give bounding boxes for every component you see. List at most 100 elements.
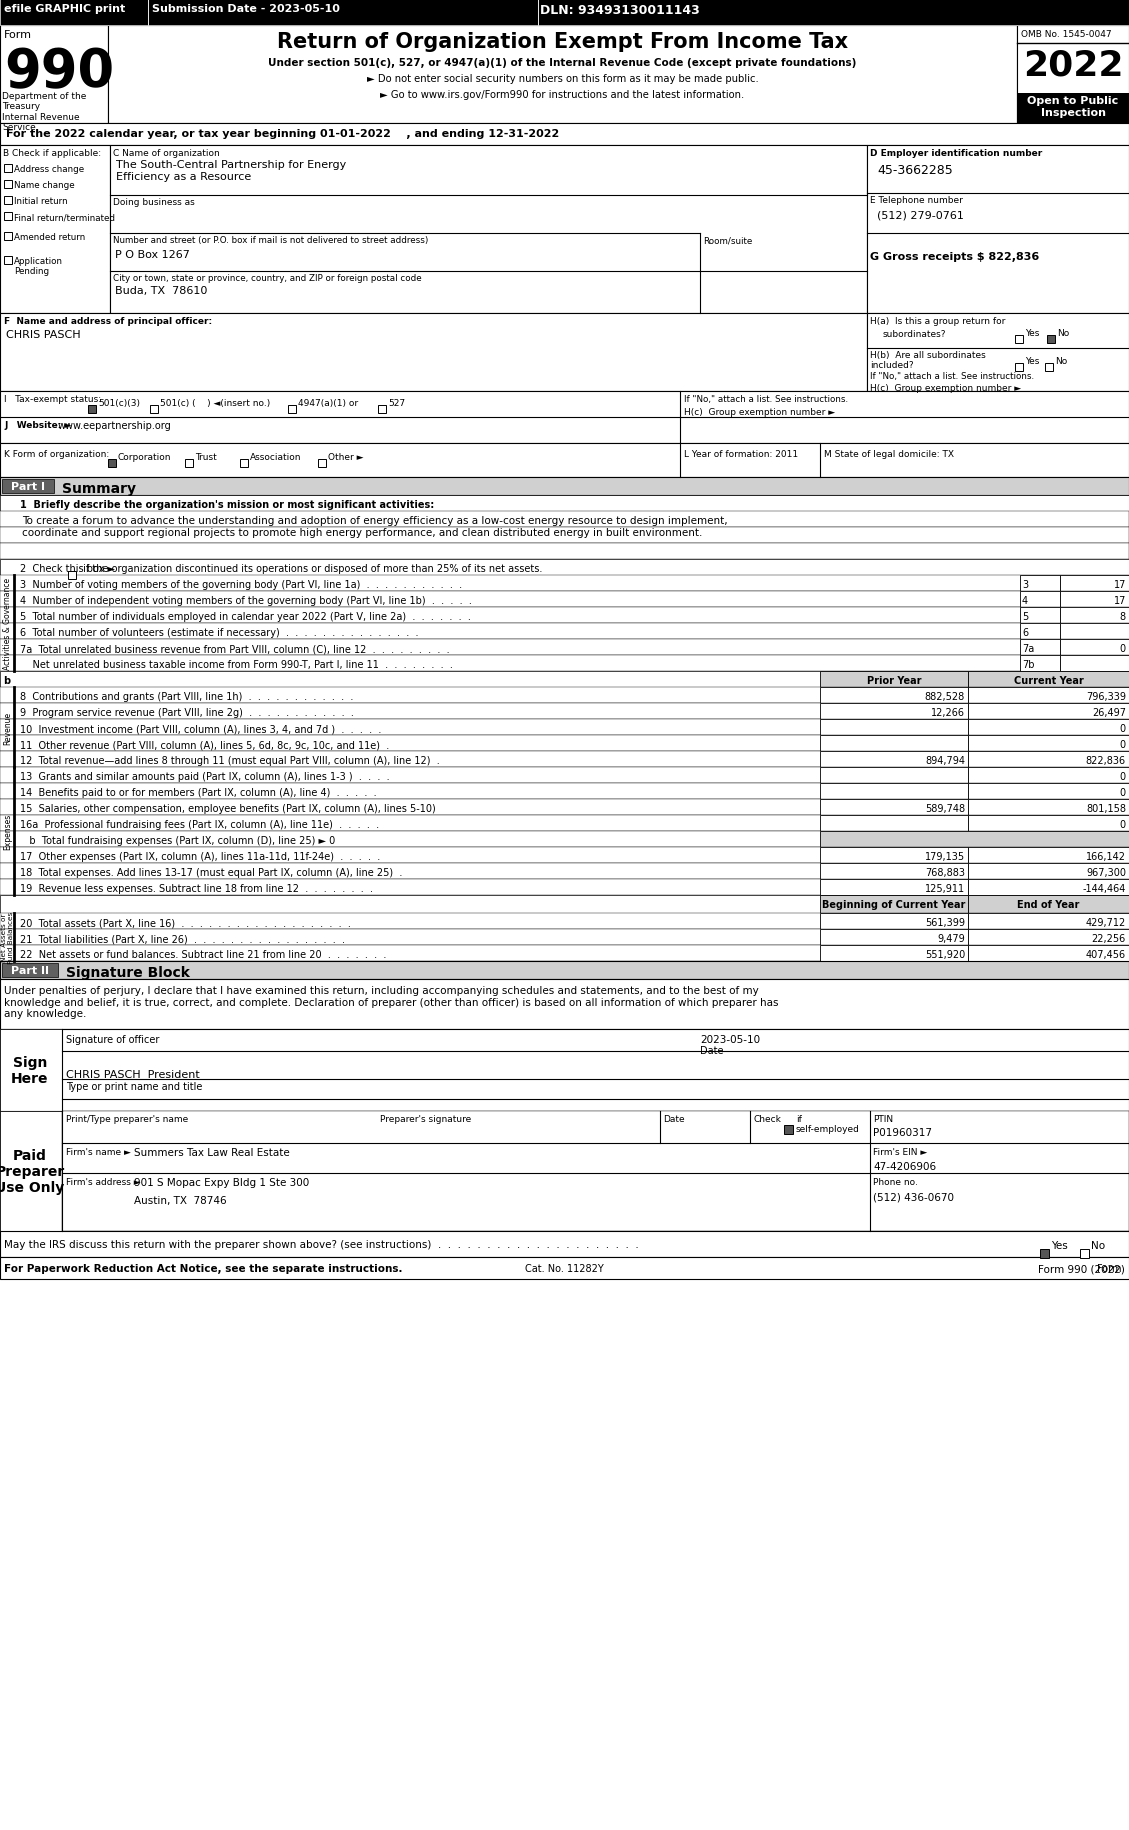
Text: 501(c)(3): 501(c)(3)	[98, 399, 140, 408]
Bar	[820, 930, 968, 946]
Text: 8  Contributions and grants (Part VIII, line 1h)  .  .  .  .  .  .  .  .  .  .  : 8 Contributions and grants (Part VIII, l…	[20, 692, 353, 701]
Bar	[108, 26, 1017, 124]
Bar	[0, 527, 1129, 544]
Text: End of Year: End of Year	[1017, 900, 1079, 910]
Bar	[0, 512, 1129, 527]
Bar	[108, 459, 116, 468]
Text: For Paperwork Reduction Act Notice, see the separate instructions.: For Paperwork Reduction Act Notice, see …	[5, 1263, 403, 1274]
Text: 4  Number of independent voting members of the governing body (Part VI, line 1b): 4 Number of independent voting members o…	[20, 597, 472, 606]
Bar	[968, 703, 1129, 719]
Bar	[2, 479, 54, 494]
Text: Under section 501(c), 527, or 4947(a)(1) of the Internal Revenue Code (except pr: Under section 501(c), 527, or 4947(a)(1)…	[269, 59, 857, 68]
Text: 6: 6	[1022, 628, 1029, 637]
Bar	[820, 913, 968, 930]
Text: 501(c) (    ) ◄(insert no.): 501(c) ( ) ◄(insert no.)	[160, 399, 270, 408]
Bar	[0, 719, 1129, 736]
Bar	[820, 831, 1129, 847]
Text: 551,920: 551,920	[925, 950, 965, 959]
Bar	[968, 752, 1129, 767]
Text: Current Year: Current Year	[1014, 675, 1084, 686]
Text: -144,464: -144,464	[1083, 884, 1126, 893]
Text: C Name of organization: C Name of organization	[113, 148, 220, 157]
Bar	[0, 1030, 62, 1111]
Text: 13  Grants and similar amounts paid (Part IX, column (A), lines 1-3 )  .  .  .  : 13 Grants and similar amounts paid (Part…	[20, 772, 390, 781]
Bar	[0, 591, 1129, 608]
Text: 822,836: 822,836	[1086, 756, 1126, 765]
Bar	[1019, 591, 1060, 608]
Text: 894,794: 894,794	[925, 756, 965, 765]
Bar	[1019, 640, 1060, 655]
Bar	[820, 816, 968, 831]
Text: 0: 0	[1120, 739, 1126, 750]
Text: 7a: 7a	[1022, 644, 1034, 653]
Text: Form: Form	[1097, 1263, 1124, 1274]
Text: b: b	[3, 675, 10, 686]
Text: 4: 4	[1022, 597, 1029, 606]
Text: (512) 279-0761: (512) 279-0761	[877, 210, 964, 220]
Text: Firm's EIN ►: Firm's EIN ►	[873, 1147, 927, 1157]
Text: 9  Program service revenue (Part VIII, line 2g)  .  .  .  .  .  .  .  .  .  .  .: 9 Program service revenue (Part VIII, li…	[20, 708, 353, 717]
Text: CHRIS PASCH  President: CHRIS PASCH President	[65, 1069, 200, 1080]
Bar	[1019, 655, 1060, 672]
Bar	[1060, 624, 1129, 640]
Bar	[968, 847, 1129, 864]
Text: Initial return: Initial return	[14, 198, 68, 207]
Bar	[968, 736, 1129, 752]
Text: Other ►: Other ►	[329, 452, 364, 461]
Text: Date: Date	[700, 1045, 724, 1056]
Text: Expenses: Expenses	[3, 813, 12, 849]
Bar	[820, 864, 968, 880]
Text: If "No," attach a list. See instructions.: If "No," attach a list. See instructions…	[870, 371, 1034, 381]
Text: 429,712: 429,712	[1086, 917, 1126, 928]
Bar	[0, 624, 1129, 640]
Text: if
self-employed: if self-employed	[796, 1114, 860, 1135]
Text: D Employer identification number: D Employer identification number	[870, 148, 1042, 157]
Bar	[0, 831, 1129, 847]
Bar	[0, 767, 1129, 783]
Bar	[150, 406, 158, 414]
Bar	[0, 576, 1129, 591]
Bar	[867, 313, 1129, 392]
Text: 14  Benefits paid to or for members (Part IX, column (A), line 4)  .  .  .  .  .: 14 Benefits paid to or for members (Part…	[20, 787, 377, 798]
Text: OMB No. 1545-0047: OMB No. 1545-0047	[1021, 29, 1112, 38]
Bar	[968, 946, 1129, 961]
Text: 125,911: 125,911	[925, 884, 965, 893]
Text: 12  Total revenue—add lines 8 through 11 (must equal Part VIII, column (A), line: 12 Total revenue—add lines 8 through 11 …	[20, 756, 440, 765]
Bar	[820, 946, 968, 961]
Text: Paid
Preparer
Use Only: Paid Preparer Use Only	[0, 1147, 64, 1195]
Text: May the IRS discuss this return with the preparer shown above? (see instructions: May the IRS discuss this return with the…	[5, 1239, 639, 1250]
Bar	[0, 0, 1129, 26]
Bar	[5, 232, 12, 242]
Text: 407,456: 407,456	[1086, 950, 1126, 959]
Text: Signature Block: Signature Block	[65, 966, 190, 979]
Text: 17: 17	[1113, 580, 1126, 589]
Text: CHRIS PASCH: CHRIS PASCH	[6, 329, 80, 340]
Bar	[1017, 26, 1129, 124]
Bar	[867, 146, 1129, 313]
Bar	[1060, 640, 1129, 655]
Bar	[1045, 364, 1053, 371]
Text: Return of Organization Exempt From Income Tax: Return of Organization Exempt From Incom…	[277, 31, 848, 51]
Text: Preparer's signature: Preparer's signature	[380, 1114, 471, 1124]
Text: Buda, TX  78610: Buda, TX 78610	[115, 285, 208, 296]
Text: L Year of formation: 2011: L Year of formation: 2011	[684, 450, 798, 459]
Bar	[0, 913, 1129, 930]
Bar	[1060, 576, 1129, 591]
Text: Activities & Governance: Activities & Governance	[3, 578, 12, 670]
Text: efile GRAPHIC print: efile GRAPHIC print	[5, 4, 125, 15]
Bar	[0, 1111, 1129, 1232]
Text: if the organization discontinued its operations or disposed of more than 25% of : if the organization discontinued its ope…	[80, 564, 542, 573]
Text: 5: 5	[1022, 611, 1029, 622]
Bar	[288, 406, 296, 414]
Text: Under penalties of perjury, I declare that I have examined this return, includin: Under penalties of perjury, I declare th…	[5, 986, 779, 1019]
Bar	[1040, 1250, 1049, 1259]
Text: Open to Public
Inspection: Open to Public Inspection	[1027, 95, 1119, 117]
Bar	[820, 767, 968, 783]
Text: 17  Other expenses (Part IX, column (A), lines 11a-11d, 11f-24e)  .  .  .  .  .: 17 Other expenses (Part IX, column (A), …	[20, 851, 380, 862]
Text: 7b: 7b	[1022, 659, 1034, 670]
Text: I   Tax-exempt status:: I Tax-exempt status:	[5, 395, 102, 404]
Text: For the 2022 calendar year, or tax year beginning 01-01-2022    , and ending 12-: For the 2022 calendar year, or tax year …	[6, 128, 559, 139]
Text: 3  Number of voting members of the governing body (Part VI, line 1a)  .  .  .  .: 3 Number of voting members of the govern…	[20, 580, 462, 589]
Bar	[1080, 1250, 1089, 1259]
Text: Signature of officer: Signature of officer	[65, 1034, 159, 1045]
